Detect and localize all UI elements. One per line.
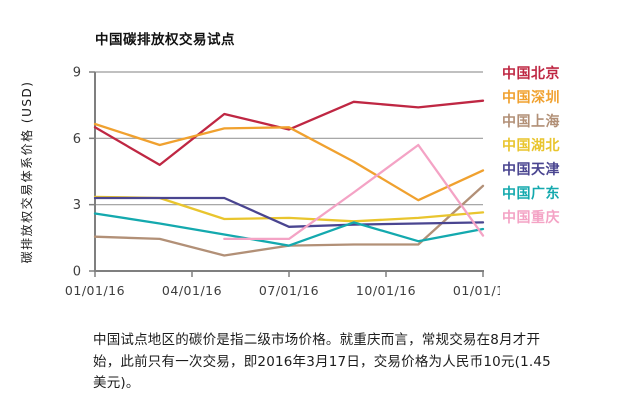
chart-title: 中国碳排放权交易试点 [95,32,235,48]
y-axis-label: 碳排放权交易体系价格 (USD) [19,81,34,264]
legend-item-chongqing: 中国重庆 [502,210,560,226]
series-line-3 [93,195,485,223]
y-tick-label: 0 [73,265,81,280]
legend-item-shenzhen: 中国深圳 [502,90,560,106]
y-tick-label: 9 [73,66,81,81]
legend-item-beijing: 中国北京 [502,66,560,82]
x-tick-label: 01/01/17 [453,283,500,298]
legend-item-guangdong: 中国广东 [502,186,560,202]
series-line-6 [223,143,485,241]
x-tick-label: 07/01/16 [259,283,319,298]
legend-item-tianjin: 中国天津 [502,162,560,178]
series-line-0 [93,99,485,167]
series-line-1 [93,122,485,202]
x-tick-label: 01/01/16 [65,283,125,298]
legend-item-shanghai: 中国上海 [502,114,560,130]
y-tick-label: 3 [73,198,81,213]
chart-footnote: 中国试点地区的碳价是指二级市场价格。就重庆而言，常规交易在8月才开始，此前只有一… [93,332,551,391]
series-line-4 [93,196,485,228]
chart-legend: 中国北京 中国深圳 中国上海 中国湖北 中国天津 中国广东 中国重庆 [502,62,560,230]
y-tick-label: 6 [73,132,81,147]
line-chart: 0 3 6 9 01/01/16 04/01/16 07/01/16 10/01/16 01/0… [19,66,500,299]
series-line-5 [93,212,485,247]
legend-item-hubei: 中国湖北 [502,138,560,154]
x-tick-label: 10/01/16 [356,283,416,298]
x-tick-label: 04/01/16 [162,283,222,298]
